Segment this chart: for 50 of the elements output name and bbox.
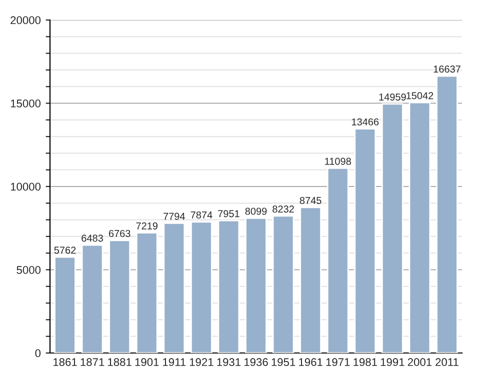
bar — [218, 220, 240, 353]
bar — [272, 215, 294, 353]
data-label: 6483 — [82, 234, 103, 242]
data-label: 8745 — [300, 196, 322, 204]
data-label: 16637 — [434, 66, 460, 73]
data-label: 7874 — [190, 211, 212, 219]
bar — [408, 102, 431, 353]
y-tick-label: 5000 — [16, 266, 41, 274]
x-tick-label: 1861 — [53, 358, 77, 366]
x-tick-label: 1971 — [326, 358, 350, 366]
x-tick-label: 1881 — [108, 358, 132, 366]
data-label: 8099 — [245, 208, 267, 215]
bar — [381, 103, 404, 353]
x-tick-label: 1931 — [217, 358, 241, 366]
y-tick-label: 0 — [35, 349, 41, 358]
data-label: 11098 — [325, 158, 351, 165]
y-tick-label: 20000 — [10, 16, 41, 24]
x-tick-label: 1936 — [244, 358, 268, 366]
x-tick-label: 1991 — [380, 358, 404, 366]
x-tick-label: 1961 — [299, 358, 322, 366]
data-label: 14959 — [379, 93, 406, 101]
x-tick-label: 1921 — [190, 358, 214, 366]
data-label: 7219 — [136, 222, 158, 230]
bar — [81, 244, 104, 353]
bar — [108, 240, 131, 353]
y-tick-label: 10000 — [10, 182, 41, 191]
data-label: 6763 — [108, 230, 130, 238]
bar — [163, 222, 186, 353]
bar — [136, 232, 158, 353]
bar — [436, 75, 458, 353]
bar — [326, 168, 349, 353]
bar — [245, 217, 267, 353]
y-tick-label: 15000 — [10, 100, 41, 108]
x-tick-label: 1911 — [163, 358, 186, 366]
x-tick-label: 1901 — [135, 358, 159, 366]
x-tick-label: 1871 — [80, 358, 104, 366]
data-label: 13466 — [352, 118, 379, 126]
bar — [190, 221, 212, 353]
data-label: 15042 — [406, 92, 434, 100]
bar — [54, 256, 76, 353]
bar — [300, 206, 322, 353]
x-tick-label: 2001 — [408, 358, 432, 366]
data-label: 8232 — [272, 205, 294, 213]
data-label: 7794 — [164, 212, 185, 220]
bar — [354, 128, 376, 353]
data-label: 5762 — [54, 246, 76, 254]
x-tick-label: 2011 — [436, 358, 458, 366]
data-label: 7951 — [218, 210, 240, 218]
x-tick-label: 1981 — [354, 358, 377, 366]
x-tick-label: 1951 — [272, 358, 296, 366]
